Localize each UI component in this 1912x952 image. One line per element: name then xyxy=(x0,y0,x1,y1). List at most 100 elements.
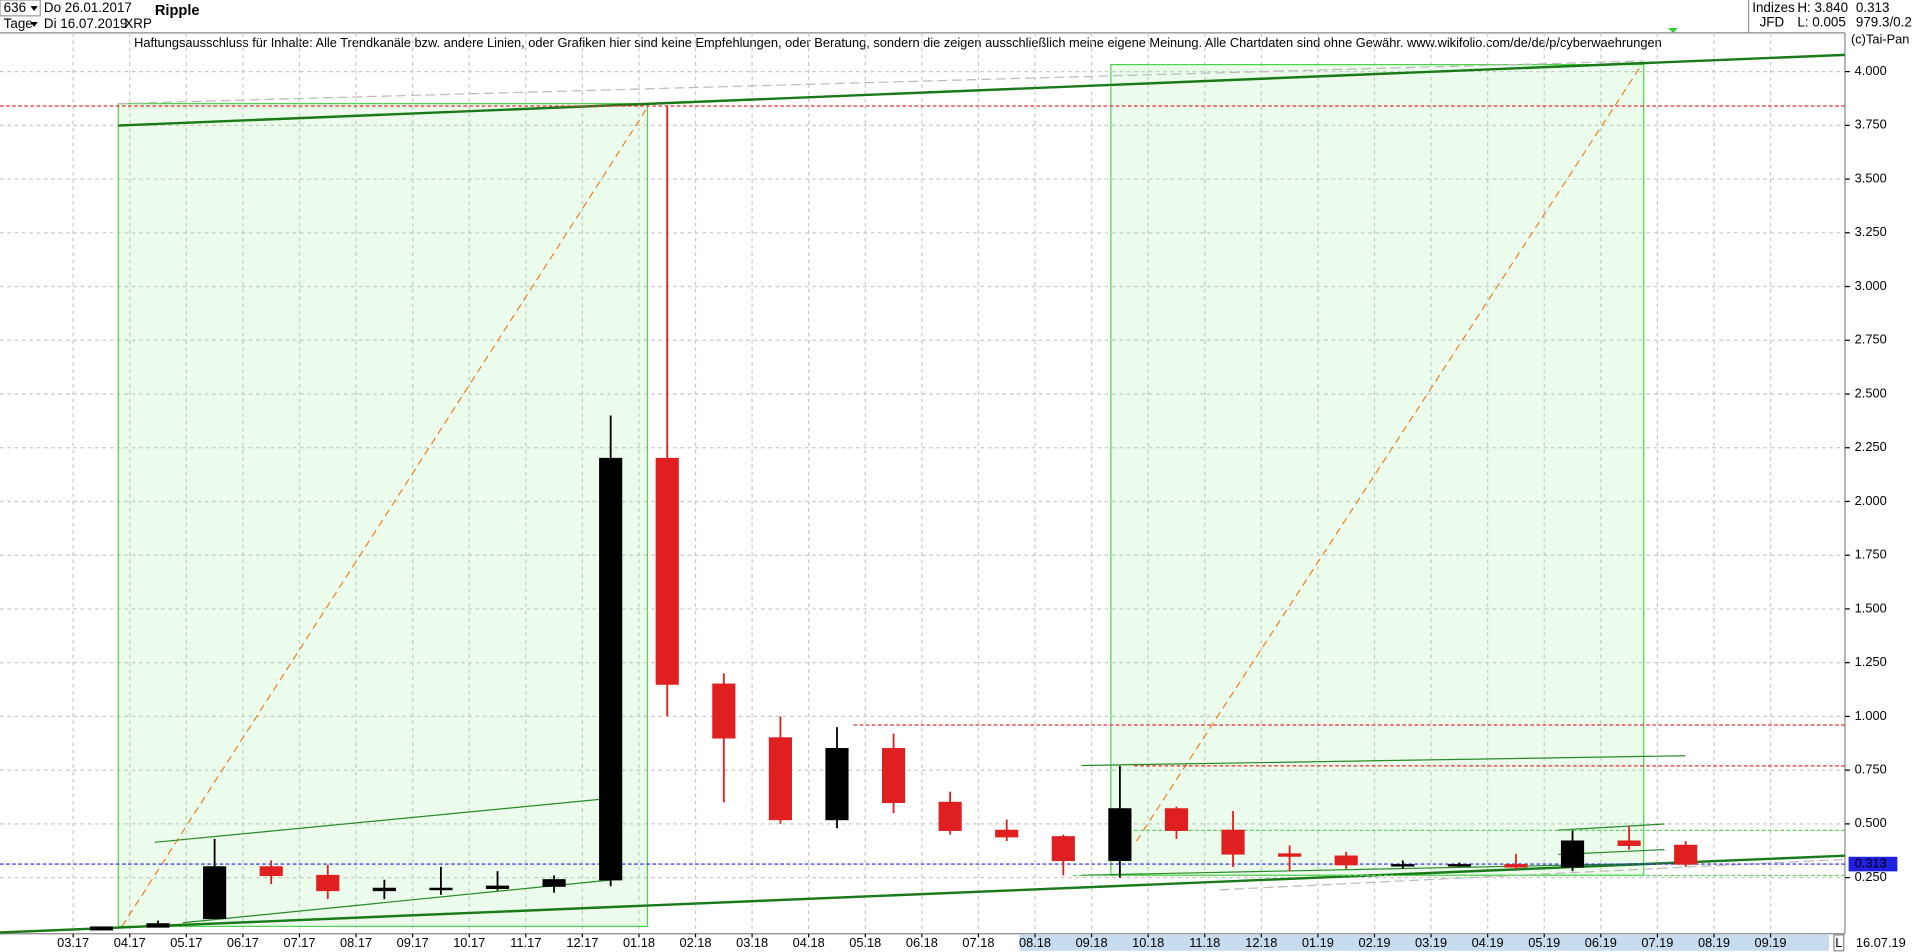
period[interactable]: Tage xyxy=(4,16,33,31)
x-tick-label: 03.18 xyxy=(736,935,768,950)
y-tick-label: 1.250 xyxy=(1855,654,1887,669)
x-axis: 03.17 04.17 05.17 06.17 07.17 08.17 09.17 10.17… xyxy=(57,933,1787,950)
y-tick-label: 1.000 xyxy=(1855,708,1887,723)
x-tick-label: 08.19 xyxy=(1698,935,1730,950)
candle-body xyxy=(146,923,170,928)
trend-line xyxy=(1558,823,1665,831)
dashed-line xyxy=(1219,858,1845,891)
x-tick-label: 04.17 xyxy=(114,935,146,950)
y-tick-label: 0.250 xyxy=(1855,869,1887,884)
x-tick-label: 07.17 xyxy=(283,935,315,950)
x-tick-label: 02.19 xyxy=(1358,935,1390,950)
x-tick-label: 06.17 xyxy=(227,935,259,950)
y-tick-label: 2.750 xyxy=(1855,332,1887,347)
symbol: XRP xyxy=(124,16,152,31)
price-marker-label: 0.313 xyxy=(1855,855,1887,870)
volume: 979.3/0.28 xyxy=(1856,15,1912,30)
y-tick-label: 2.250 xyxy=(1855,439,1887,454)
trend-line xyxy=(154,797,610,843)
exchange-label: Indizes xyxy=(1752,0,1795,15)
dashed-diagonal xyxy=(1135,66,1641,842)
low: L: 0.005 xyxy=(1797,15,1845,30)
exchange: JFD xyxy=(1760,15,1785,30)
x-tick-label: 03.19 xyxy=(1415,935,1447,950)
grid xyxy=(0,32,1845,934)
y-tick-label: 2.000 xyxy=(1855,493,1887,508)
candle-body xyxy=(938,801,962,831)
count-select[interactable] xyxy=(0,0,41,17)
footer-date: 16.07.19 xyxy=(1856,935,1906,950)
x-tick-label: 04.19 xyxy=(1472,935,1504,950)
candle-body xyxy=(768,737,792,821)
x-tick-label: 05.17 xyxy=(170,935,202,950)
x-tick-label: 01.18 xyxy=(623,935,655,950)
x-tick-label: 10.17 xyxy=(453,935,485,950)
candle-body xyxy=(89,926,114,931)
trend-line xyxy=(182,879,610,924)
candle-body xyxy=(655,457,679,685)
x-tick-label: 07.19 xyxy=(1641,935,1673,950)
y-tick-label: 1.750 xyxy=(1855,547,1887,562)
dropdown-arrow xyxy=(30,6,38,11)
y-tick-label: 3.500 xyxy=(1855,170,1887,185)
x-tick-label: 05.18 xyxy=(849,935,881,950)
candle-body xyxy=(542,879,566,887)
disclaimer: Haftungsausschluss für Inhalte: Alle Tre… xyxy=(134,35,1662,50)
candle-body xyxy=(203,866,227,920)
dashed-line xyxy=(118,60,1644,105)
range-highlight xyxy=(1019,934,1830,951)
candle-body xyxy=(316,874,340,892)
candles xyxy=(89,105,1698,931)
candle-body xyxy=(259,866,283,877)
copyright: (c)Tai-Pan xyxy=(1851,32,1909,47)
level-lines xyxy=(0,105,1845,877)
x-tick-label: 12.18 xyxy=(1245,935,1277,950)
end-day: Di 16.07.2019 xyxy=(44,16,127,31)
candle-body xyxy=(485,885,510,889)
x-tick-label: 09.18 xyxy=(1076,935,1108,950)
start-day: Do 26.01.2017 xyxy=(44,0,132,15)
candle-body xyxy=(1334,855,1358,866)
dashed-diagonal xyxy=(121,106,649,927)
x-tick-label: 07.18 xyxy=(962,935,994,950)
scale-mode[interactable]: L xyxy=(1835,935,1842,950)
candle-body xyxy=(712,683,736,739)
candle-body xyxy=(1391,864,1415,867)
candle-body xyxy=(429,887,453,891)
x-tick-label: 09.19 xyxy=(1755,935,1787,950)
x-tick-label: 04.18 xyxy=(793,935,825,950)
y-tick-label: 0.500 xyxy=(1855,815,1887,830)
y-tick-label: 0.750 xyxy=(1855,762,1887,777)
trend-line xyxy=(118,53,1845,127)
candle-body xyxy=(1560,840,1585,868)
y-axis: 0.250 0.500 0.750 1.000 1.250 1.500 1.750 2.000… xyxy=(1844,63,1898,884)
x-tick-label: 10.18 xyxy=(1132,935,1164,950)
candle-body xyxy=(1221,829,1245,855)
y-tick-label: 1.500 xyxy=(1855,600,1887,615)
price-marker xyxy=(1848,856,1898,872)
drawings xyxy=(0,53,1845,934)
scroll-end[interactable] xyxy=(1833,934,1845,952)
candle-body xyxy=(1108,808,1132,862)
y-tick-label: 3.250 xyxy=(1855,224,1887,239)
candle-body xyxy=(1617,840,1641,846)
x-tick-label: 11.17 xyxy=(510,935,541,950)
x-tick-label: 12.17 xyxy=(566,935,598,950)
trend-line xyxy=(0,854,1845,934)
candle-body xyxy=(1278,853,1302,857)
trend-line xyxy=(1081,755,1686,767)
candle-body xyxy=(995,829,1019,838)
last: 0.313 xyxy=(1856,0,1890,15)
candle-body xyxy=(1051,836,1075,862)
x-tick-label: 06.19 xyxy=(1585,935,1617,950)
candle-body xyxy=(1447,864,1471,867)
y-tick-label: 4.000 xyxy=(1855,63,1887,78)
instrument-name: Ripple xyxy=(155,3,200,19)
header: 636 Do 26.01.2017 Tage Di 16.07.2019 XRP… xyxy=(0,0,1912,50)
y-tick-label: 3.750 xyxy=(1855,117,1887,132)
x-tick-label: 09.17 xyxy=(397,935,429,950)
x-tick-label: 08.18 xyxy=(1019,935,1051,950)
marker xyxy=(1668,28,1678,33)
